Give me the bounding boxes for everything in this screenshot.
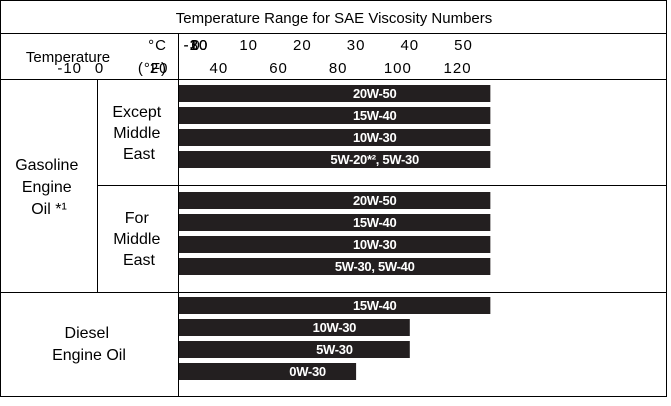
temperature-label: Temperature	[26, 49, 110, 66]
range-bar	[179, 297, 491, 314]
fahrenheit-unit: (°F)	[138, 60, 167, 77]
range-bar-label: 5W-20*², 5W-30	[330, 152, 419, 167]
fahrenheit-tick-label: 20	[150, 60, 169, 77]
subgroup-label-for-line2: Middle	[113, 231, 160, 248]
group-label-diesel-line2: Engine Oil	[52, 347, 126, 364]
axis-ticks: -30-20-100 10 20 30 40 50-10 0 20 40 60 80 100 120	[57, 37, 473, 77]
range-bar-label: 5W-30, 5W-40	[335, 259, 415, 274]
chart-title: Temperature Range for SAE Viscosity Numb…	[176, 10, 493, 27]
range-bar	[179, 151, 491, 168]
fahrenheit-tick-label: 120	[444, 60, 472, 77]
group-label-diesel: Diesel Engine Oil	[52, 325, 126, 364]
celsius-tick-label: -10	[184, 37, 209, 54]
chart-frame	[0, 0, 667, 397]
bars-layer: 20W-50 15W-40 10W-30 5W-20*², 5W-30 20W-50 15…	[179, 85, 491, 380]
subgroup-label-for-line1: For	[125, 210, 150, 227]
range-bar-label: 15W-40	[353, 298, 397, 313]
range-bar-label: 20W-50	[353, 86, 397, 101]
fahrenheit-tick-label: 60	[269, 60, 288, 77]
range-bar-label: 10W-30	[353, 130, 397, 145]
group-label-diesel-line1: Diesel	[65, 325, 109, 342]
subgroup-label-for-line3: East	[123, 252, 156, 269]
celsius-tick-label: 30	[347, 37, 366, 54]
celsius-unit: °C	[148, 37, 167, 54]
group-label-gasoline: Gasoline Engine Oil *¹	[15, 157, 83, 218]
fahrenheit-tick-label: 100	[384, 60, 412, 77]
subgroup-label-except-middle-east: Except Middle East	[112, 104, 165, 163]
range-bar	[179, 107, 491, 124]
fahrenheit-tick-label: 0	[95, 60, 104, 77]
range-bar	[179, 258, 491, 275]
range-bar-label: 10W-30	[353, 237, 397, 252]
fahrenheit-tick-label: -10	[57, 60, 82, 77]
group-label-gasoline-line1: Gasoline	[15, 157, 78, 174]
range-bar-label: 20W-50	[353, 193, 397, 208]
group-label-gasoline-line2: Engine	[22, 179, 72, 196]
celsius-tick-label: -30	[184, 37, 209, 54]
range-bar	[179, 319, 410, 336]
range-bar-label: 10W-30	[313, 320, 357, 335]
fahrenheit-tick-label: 40	[210, 60, 229, 77]
subgroup-label-except-line2: Middle	[113, 125, 160, 142]
celsius-tick-label: 0	[191, 37, 200, 54]
celsius-tick-label: 20	[293, 37, 312, 54]
group-label-gasoline-line3: Oil *¹	[31, 201, 67, 218]
range-bar	[179, 129, 491, 146]
celsius-tick-label: 40	[400, 37, 419, 54]
subgroup-label-except-line1: Except	[112, 104, 161, 121]
range-bar-label: 15W-40	[353, 215, 397, 230]
celsius-tick-label: -20	[184, 37, 209, 54]
celsius-tick-label: 10	[239, 37, 258, 54]
fahrenheit-tick-label: 80	[329, 60, 348, 77]
range-bar-label: 15W-40	[353, 108, 397, 123]
celsius-tick-label: 50	[454, 37, 473, 54]
subgroup-label-for-middle-east: For Middle East	[113, 210, 165, 269]
range-bar	[179, 192, 491, 209]
range-bar	[179, 214, 491, 231]
range-bar-label: 5W-30	[316, 342, 353, 357]
range-bar	[179, 363, 357, 380]
range-bar	[179, 341, 410, 358]
range-bar-label: 0W-30	[289, 364, 326, 379]
range-bar	[179, 85, 491, 102]
subgroup-label-except-line3: East	[123, 146, 156, 163]
range-bar	[179, 236, 491, 253]
